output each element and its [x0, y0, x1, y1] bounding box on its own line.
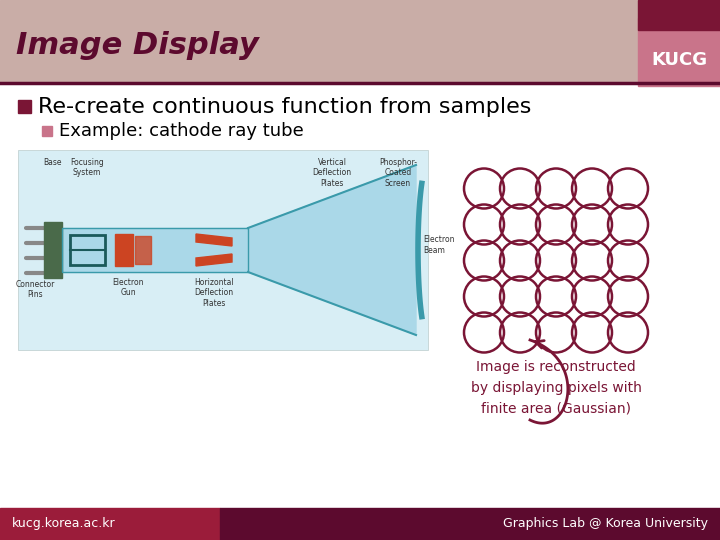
Text: Image is reconstructed
by displaying pixels with
finite area (Gaussian): Image is reconstructed by displaying pix…: [471, 360, 642, 415]
Bar: [135, 236, 151, 264]
Text: Graphics Lab @ Korea University: Graphics Lab @ Korea University: [503, 517, 708, 530]
Bar: [220, 508, 720, 540]
Bar: [62, 228, 248, 272]
Bar: [0, 0, 638, 82]
Text: Focusing
System: Focusing System: [70, 158, 104, 178]
Text: kucg.korea.ac.kr: kucg.korea.ac.kr: [12, 517, 116, 530]
Bar: [638, 18, 720, 86]
Polygon shape: [196, 254, 232, 266]
Text: Base: Base: [44, 158, 62, 167]
Text: Connector
Pins: Connector Pins: [15, 280, 55, 299]
Bar: [18, 100, 31, 113]
Text: KUCG: KUCG: [651, 51, 707, 69]
Text: Re-create continuous function from samples: Re-create continuous function from sampl…: [38, 97, 531, 117]
Text: Electron
Gun: Electron Gun: [112, 278, 144, 298]
Bar: [115, 234, 133, 266]
Polygon shape: [196, 234, 232, 246]
Bar: [62, 228, 248, 272]
Bar: [70, 235, 105, 265]
Bar: [0, 508, 220, 540]
Bar: [18, 150, 428, 350]
Text: Horizontal
Deflection
Plates: Horizontal Deflection Plates: [194, 278, 234, 308]
Text: Electron
Beam: Electron Beam: [423, 235, 454, 255]
Text: Vertical
Deflection
Plates: Vertical Deflection Plates: [312, 158, 351, 188]
Text: Example: cathode ray tube: Example: cathode ray tube: [59, 122, 304, 140]
Bar: [42, 126, 52, 136]
Polygon shape: [248, 165, 416, 335]
Bar: [44, 222, 62, 278]
Text: Phosphor-
Coated
Screen: Phosphor- Coated Screen: [379, 158, 417, 188]
Bar: [638, 0, 720, 30]
Text: Image Display: Image Display: [16, 31, 259, 60]
